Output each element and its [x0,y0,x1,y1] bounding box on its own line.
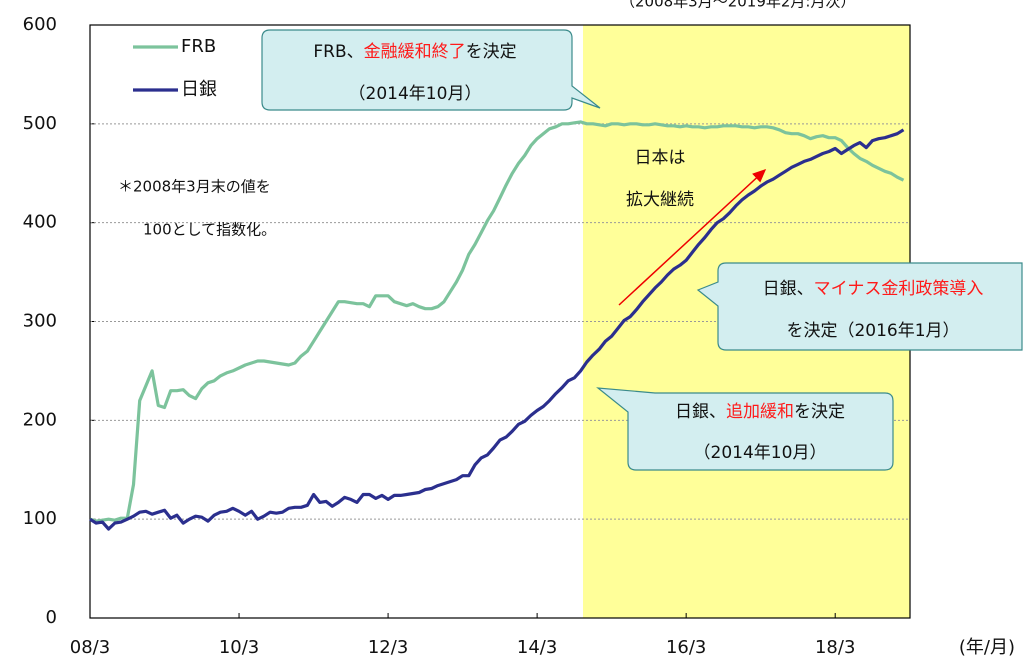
annotation: FRB、金融緩和終了を決定 [313,42,516,62]
annotation: 日銀、マイナス金利政策導入 [763,279,984,299]
annotation: （2014年10月） [349,84,482,104]
note: ＊2008年3月末の値を [118,178,271,196]
callout-box [596,387,894,471]
y-tick-label: 200 [23,409,57,430]
trend-arrow [618,168,767,306]
note: 100として指数化。 [143,221,276,239]
x-tick-label: 16/3 [666,637,706,658]
y-tick-label: 100 [23,508,57,529]
annotation-text: 日銀、 [763,279,814,299]
annotation-highlight: マイナス金利政策導入 [814,279,984,299]
y-tick-label: 600 [23,14,57,35]
annotation-highlight: 追加緩和 [726,402,794,422]
annotation-text: FRB、 [313,42,363,62]
x-tick-label: 12/3 [368,637,408,658]
legend-label: FRB [181,36,216,57]
data-line [89,128,905,531]
plot-area: 0 100 200 300 400 500 600 08/3 10/3 12/3 14/3 16/3 1… [23,14,911,658]
y-tick-label: 0 [46,607,57,628]
x-tick-label: 14/3 [517,637,557,658]
y-tick-label: 300 [23,311,57,332]
data-line [89,120,905,523]
annotation-text: を決定 [794,402,845,422]
x-tick-label: 18/3 [815,637,855,658]
note: 拡大継続 [626,190,694,210]
x-axis-unit: (年/月) [959,637,1015,658]
callout-box [261,29,601,111]
chart-title: （2008年3月～2019年2月:月次） [620,0,856,11]
legend-label: 日銀 [181,79,217,100]
callout-box [696,262,1023,351]
annotation-text: 日銀、 [675,402,726,422]
annotation: 日銀、追加緩和を決定 [675,402,845,422]
annotation-highlight: 金融緩和終了 [364,42,466,62]
annotation: を決定（2016年1月） [786,321,959,341]
annotation-text: を決定 [466,42,517,62]
note: 日本は [635,148,686,168]
y-tick-label: 500 [23,113,57,134]
y-tick-label: 400 [23,212,57,233]
annotation: （2014年10月） [694,443,827,463]
x-tick-label: 08/3 [70,637,110,658]
x-tick-label: 10/3 [219,637,259,658]
